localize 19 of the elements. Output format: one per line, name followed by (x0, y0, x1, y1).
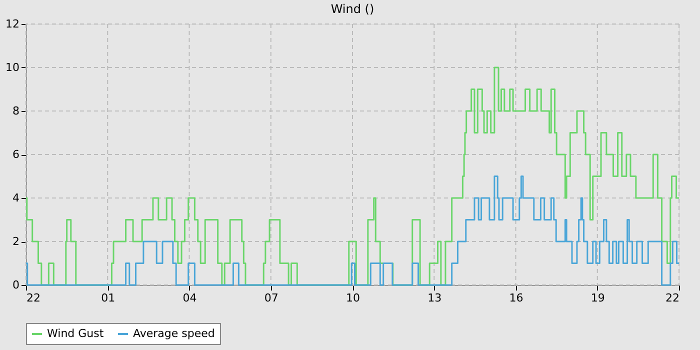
x-tick-label: 04 (182, 292, 197, 304)
x-tick-label: 13 (428, 292, 442, 304)
x-tick-label: 22 (26, 292, 40, 304)
chart-title: Wind () (330, 2, 374, 16)
x-tick-label: 22 (666, 292, 680, 304)
legend-label: Average speed (133, 327, 215, 340)
y-tick-label: 2 (12, 235, 20, 248)
x-tick-label: 01 (101, 292, 116, 304)
x-tick-label: 19 (590, 292, 605, 304)
y-tick-label: 4 (12, 192, 20, 204)
x-tick-label: 07 (264, 292, 278, 304)
legend-label: Wind Gust (47, 327, 104, 340)
y-tick-label: 12 (6, 18, 20, 30)
y-tick-label: 6 (12, 148, 20, 161)
y-tick-label: 0 (12, 278, 20, 292)
x-tick-label: 10 (346, 292, 360, 304)
x-tick-label: 16 (509, 292, 524, 304)
y-tick-label: 8 (12, 104, 20, 118)
y-tick-label: 10 (6, 61, 20, 74)
